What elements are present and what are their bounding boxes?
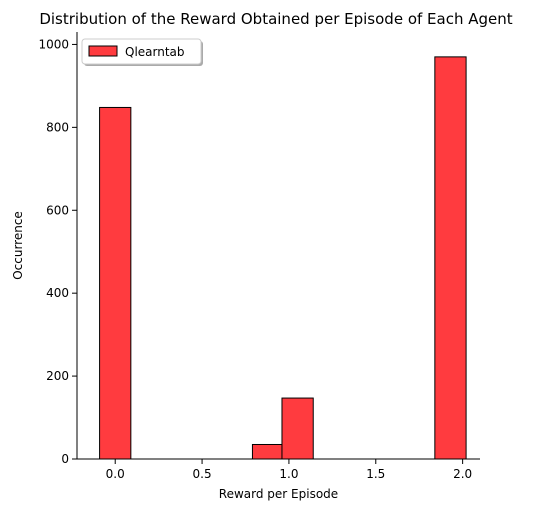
legend-label-0: Qlearntab — [125, 45, 185, 59]
bar-0-1 — [252, 444, 282, 459]
y-tick-label-1: 200 — [46, 369, 69, 383]
bar-0-2 — [282, 398, 313, 459]
y-tick-label-5: 1000 — [38, 37, 69, 51]
y-axis-label: Occurrence — [11, 211, 25, 280]
bar-0-0 — [100, 107, 131, 459]
x-tick-label-2: 1.0 — [279, 467, 298, 481]
plot-area: 0.0 0.5 1.0 1.5 2.0 0 200 400 600 800 1000 — [38, 32, 480, 481]
legend: Qlearntab — [82, 39, 203, 66]
x-tick-label-1: 0.5 — [193, 467, 212, 481]
y-tick-label-3: 600 — [46, 203, 69, 217]
x-axis-label: Reward per Episode — [219, 487, 338, 501]
y-tick-label-4: 800 — [46, 120, 69, 134]
bar-0-3 — [435, 57, 466, 459]
y-tick-label-2: 400 — [46, 286, 69, 300]
x-tick-label-0: 0.0 — [106, 467, 125, 481]
x-tick-label-3: 1.5 — [366, 467, 385, 481]
chart-title: Distribution of the Reward Obtained per … — [39, 10, 512, 28]
x-tick-label-4: 2.0 — [453, 467, 472, 481]
legend-swatch-0 — [89, 46, 117, 56]
y-tick-label-0: 0 — [61, 452, 69, 466]
